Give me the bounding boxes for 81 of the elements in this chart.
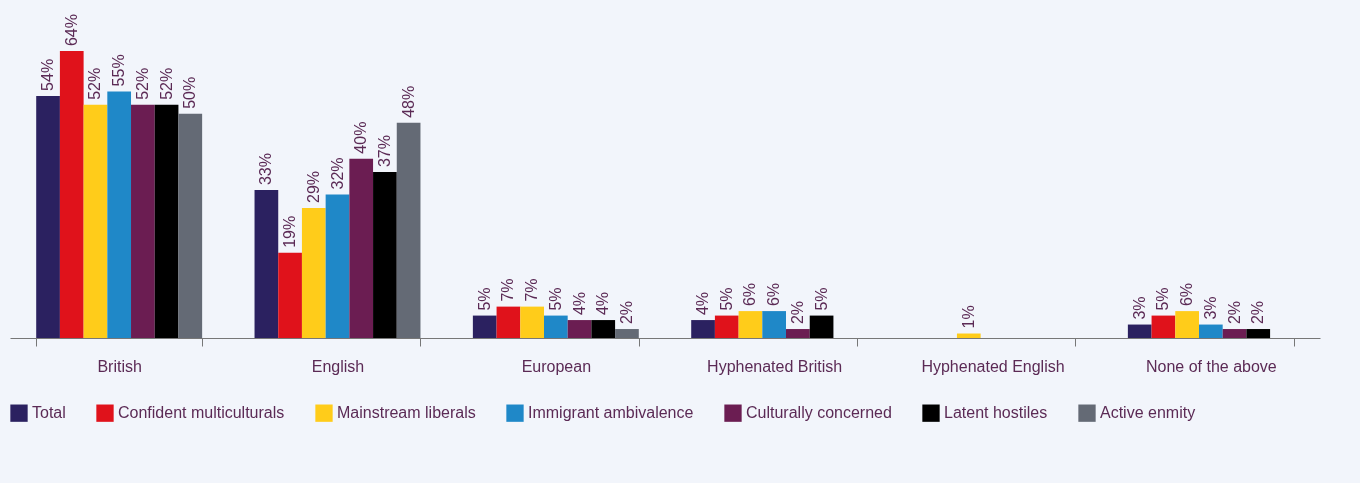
- x-tick-label: Hyphenated English: [921, 357, 1065, 375]
- data-label: 5%: [546, 287, 564, 311]
- x-tick-label: English: [311, 357, 365, 375]
- bar: [543, 315, 568, 338]
- x-tick-label: Hyphenated British: [707, 357, 843, 375]
- data-label: 52%: [133, 67, 151, 100]
- legend-label: Total: [32, 404, 66, 422]
- data-label: 40%: [352, 121, 370, 154]
- data-label: 5%: [1154, 287, 1172, 311]
- data-label: 2%: [617, 300, 635, 325]
- bar: [956, 333, 981, 338]
- data-label: 1%: [959, 305, 977, 329]
- data-label: 3%: [1201, 296, 1219, 320]
- data-label: 2%: [788, 300, 806, 325]
- data-label: 37%: [375, 135, 393, 168]
- bar: [809, 315, 834, 338]
- bar: [178, 113, 203, 338]
- data-label: 5%: [812, 287, 830, 311]
- bar: [691, 320, 715, 338]
- data-label: 29%: [304, 170, 322, 203]
- data-label: 4%: [594, 291, 612, 316]
- bar: [59, 51, 84, 338]
- bar: [591, 320, 616, 338]
- data-label: 50%: [181, 76, 199, 109]
- data-label: 54%: [39, 58, 57, 91]
- bar: [567, 320, 592, 338]
- data-label: 2%: [1225, 300, 1243, 325]
- bar: [373, 172, 397, 338]
- data-label: 6%: [1178, 282, 1196, 307]
- x-tick-label: European: [521, 357, 592, 375]
- bar: [1222, 329, 1247, 338]
- data-label: 7%: [499, 278, 517, 302]
- data-label: 2%: [1249, 300, 1267, 325]
- data-label: 6%: [765, 282, 783, 307]
- data-label: 7%: [523, 278, 541, 302]
- bar: [1175, 311, 1199, 338]
- legend-label: Latent hostiles: [944, 404, 1048, 422]
- bar: [762, 311, 787, 338]
- data-label: 64%: [62, 14, 80, 47]
- bar: [301, 207, 326, 338]
- bar: [520, 306, 544, 338]
- x-tick-label: None of the above: [1145, 357, 1277, 375]
- bar: [254, 190, 279, 338]
- bar: [396, 122, 421, 338]
- data-label: 3%: [1130, 296, 1148, 320]
- data-label: 6%: [741, 282, 759, 307]
- data-label: 32%: [328, 157, 346, 190]
- data-label: 52%: [86, 67, 104, 100]
- data-label: 4%: [694, 291, 712, 316]
- legend-label: Confident multiculturals: [118, 404, 285, 422]
- bar: [278, 252, 302, 338]
- data-label: 48%: [399, 85, 417, 118]
- bar: [472, 315, 497, 338]
- bar: [1151, 315, 1176, 338]
- bar: [107, 91, 132, 338]
- bar: [1127, 324, 1152, 338]
- legend-label: Active enmity: [1100, 404, 1196, 422]
- data-label: 55%: [110, 54, 128, 87]
- legend-label: Mainstream liberals: [337, 404, 476, 422]
- bar: [83, 104, 108, 338]
- bar: [131, 104, 155, 338]
- bar: [154, 104, 179, 338]
- bar: [349, 158, 374, 338]
- bar: [615, 329, 639, 338]
- bar: [714, 315, 739, 338]
- data-label: 33%: [257, 153, 275, 186]
- data-label: 5%: [717, 287, 735, 311]
- bar: [1198, 324, 1223, 338]
- bar: [36, 95, 60, 338]
- bar: [786, 329, 810, 338]
- data-label: 19%: [281, 215, 299, 248]
- x-tick-label: British: [97, 357, 142, 375]
- data-label: 4%: [570, 291, 588, 316]
- legend-label: Immigrant ambivalence: [528, 404, 694, 422]
- bar: [496, 306, 521, 338]
- bar: [738, 311, 763, 338]
- data-label: 5%: [475, 287, 493, 311]
- legend-label: Culturally concerned: [746, 404, 892, 422]
- data-label: 52%: [157, 67, 175, 100]
- bar: [1246, 329, 1271, 338]
- bar: [325, 194, 350, 338]
